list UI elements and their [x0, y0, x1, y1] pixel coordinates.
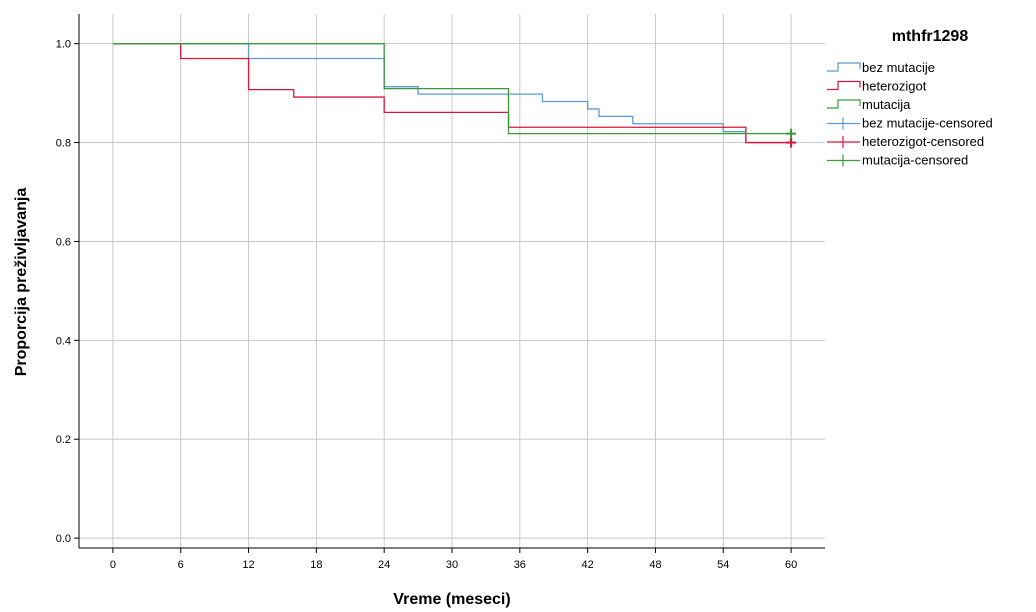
censored-marker-1 — [786, 137, 797, 148]
legend-entry: bez mutacije-censored — [827, 116, 993, 131]
x-tick-label: 60 — [785, 559, 797, 571]
x-tick-label: 6 — [178, 559, 184, 571]
y-tick-label: 0.6 — [56, 236, 71, 248]
x-axis-title: Vreme (meseci) — [393, 591, 510, 608]
x-tick-label: 18 — [310, 559, 322, 571]
y-axis-title: Proporcija preživljavanja — [13, 188, 30, 377]
legend-entry: mutacija — [827, 97, 911, 112]
legend-label: bez mutacije — [862, 60, 935, 75]
x-tick-label: 54 — [717, 559, 729, 571]
legend-label: mutacija-censored — [862, 153, 968, 168]
ticks: 0 6 12 18 24 30 36 42 48 54 60 0.0 0.2 0.4 0.6 0.8 1.0 — [56, 39, 798, 571]
legend-swatch-step — [827, 99, 861, 109]
y-tick-label: 0.4 — [56, 335, 71, 347]
x-tick-label: 48 — [649, 559, 661, 571]
x-tick-label: 30 — [446, 559, 458, 571]
series-line-2 — [112, 43, 792, 135]
series-line-1 — [112, 43, 792, 144]
y-tick-label: 1.0 — [56, 39, 71, 51]
x-tick-label: 0 — [110, 559, 116, 571]
legend-label: heterozigot — [862, 79, 927, 94]
legend-entry: heterozigot-censored — [827, 134, 984, 149]
legend-label: bez mutacije-censored — [862, 116, 993, 131]
legend-entry: heterozigot — [827, 79, 927, 94]
x-tick-label: 36 — [514, 559, 526, 571]
legend-title: mthfr1298 — [892, 28, 969, 45]
legend-entry: mutacija-censored — [827, 153, 968, 168]
series-layer — [112, 43, 797, 148]
y-tick-label: 0.2 — [56, 434, 71, 446]
legend-swatch-step — [827, 80, 861, 91]
legend-entry: bez mutacije — [827, 60, 935, 75]
y-tick-label: 0.8 — [56, 138, 71, 150]
legend-label: heterozigot-censored — [862, 134, 984, 149]
censored-marker-2 — [786, 128, 797, 139]
legend-label: mutacija — [862, 97, 911, 112]
x-tick-label: 24 — [378, 559, 390, 571]
legend: mthfr1298 bez mutacije heterozigot mutacij… — [827, 28, 993, 168]
x-tick-label: 12 — [242, 559, 254, 571]
x-tick-label: 42 — [582, 559, 594, 571]
y-tick-label: 0.0 — [56, 533, 71, 545]
legend-swatch-step — [827, 62, 861, 72]
